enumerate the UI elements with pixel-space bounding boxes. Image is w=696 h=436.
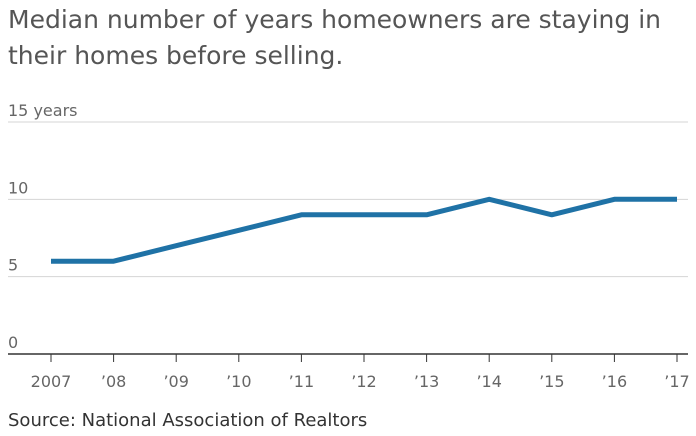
x-tick-label-2011: ’11 [289, 372, 314, 391]
y-tick-label-5: 5 [8, 256, 18, 275]
y-tick-label-10: 10 [8, 178, 28, 197]
gridlines [8, 121, 688, 355]
x-tick-label-2016: ’16 [602, 372, 627, 391]
series-layer [51, 196, 677, 264]
series-line-0 [51, 196, 677, 264]
x-tick-label-2013: ’13 [414, 372, 439, 391]
x-axis: 2007 ’08 ’09 ’10 ’11 ’12 ’13 ’14 ’15 ’16 ’17 [31, 354, 690, 391]
y-tick-label-0: 0 [8, 333, 18, 352]
x-tick-label-2009: ’09 [163, 372, 188, 391]
x-tick-label-2015: ’15 [539, 372, 564, 391]
x-tick-label-2010: ’10 [226, 372, 251, 391]
x-tick-label-2007: 2007 [31, 372, 72, 391]
x-tick-label-2017: ’17 [664, 372, 689, 391]
source-note: Source: National Association of Realtors [8, 410, 368, 431]
x-tick-label-2008: ’08 [101, 372, 126, 391]
chart-title: Median number of years homeowners are st… [8, 5, 661, 70]
y-tick-label-15: 15 years [8, 101, 77, 120]
x-tick-label-2012: ’12 [351, 372, 376, 391]
x-tick-label-2014: ’14 [476, 372, 501, 391]
y-axis-labels: 0 5 10 15 years [8, 101, 77, 352]
